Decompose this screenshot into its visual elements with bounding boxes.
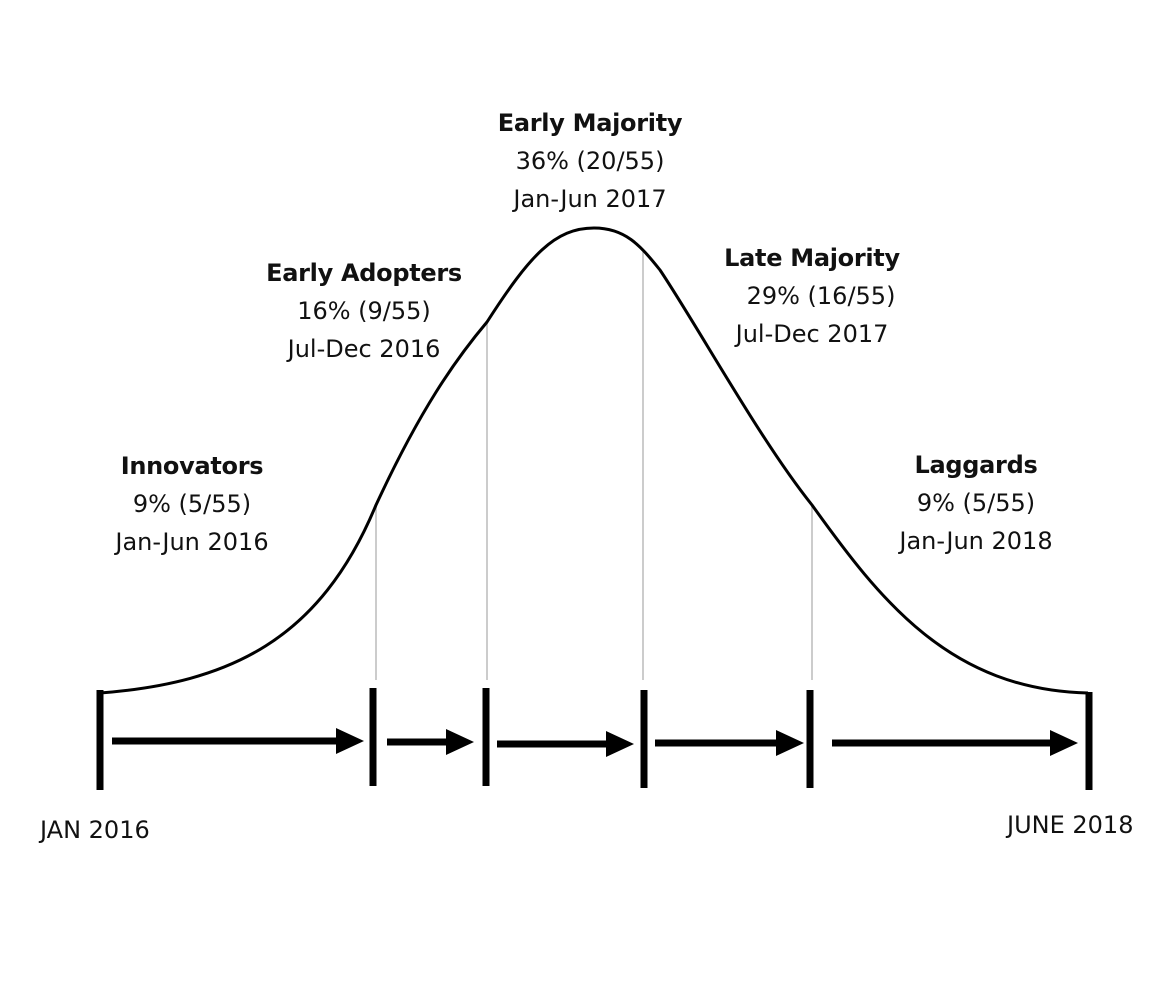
segment-early-adopters: Early Adopters 16% (9/55) Jul-Dec 2016 [249, 254, 479, 368]
timeline-arrow-1 [112, 728, 364, 754]
segment-innovators: Innovators 9% (5/55) Jan-Jun 2016 [92, 447, 292, 561]
segment-name: Innovators [120, 452, 264, 480]
segment-percentage: 36% (20/55) [515, 147, 665, 175]
segment-early-majority: Early Majority 36% (20/55) Jan-Jun 2017 [473, 104, 707, 218]
timeline-arrow-4 [655, 730, 804, 756]
segment-percentage: 9% (5/55) [916, 489, 1036, 517]
segment-name: Early Majority [497, 109, 683, 137]
segment-late-majority: Late Majority 29% (16/55) Jul-Dec 2017 [702, 239, 922, 353]
segment-percentage: 29% (16/55) [746, 282, 896, 310]
timeline-arrow-2 [387, 729, 474, 755]
segment-period: Jan-Jun 2016 [115, 528, 269, 556]
segment-percentage: 9% (5/55) [132, 490, 252, 518]
segment-name: Late Majority [724, 244, 900, 272]
timeline-arrow-3 [497, 731, 634, 757]
timeline-end-label: JUNE 2018 [1007, 811, 1134, 839]
segment-name: Laggards [914, 451, 1038, 479]
segment-period: Jul-Dec 2017 [735, 320, 889, 348]
bell-curve [99, 226, 1089, 695]
segment-name: Early Adopters [266, 259, 462, 287]
segment-period: Jul-Dec 2016 [287, 335, 441, 363]
segment-period: Jan-Jun 2017 [513, 185, 667, 213]
segment-period: Jan-Jun 2018 [899, 527, 1053, 555]
timeline-start-label: JAN 2016 [40, 816, 150, 844]
timeline-arrow-5 [832, 730, 1078, 756]
segment-laggards: Laggards 9% (5/55) Jan-Jun 2018 [876, 446, 1076, 560]
segment-percentage: 16% (9/55) [297, 297, 431, 325]
